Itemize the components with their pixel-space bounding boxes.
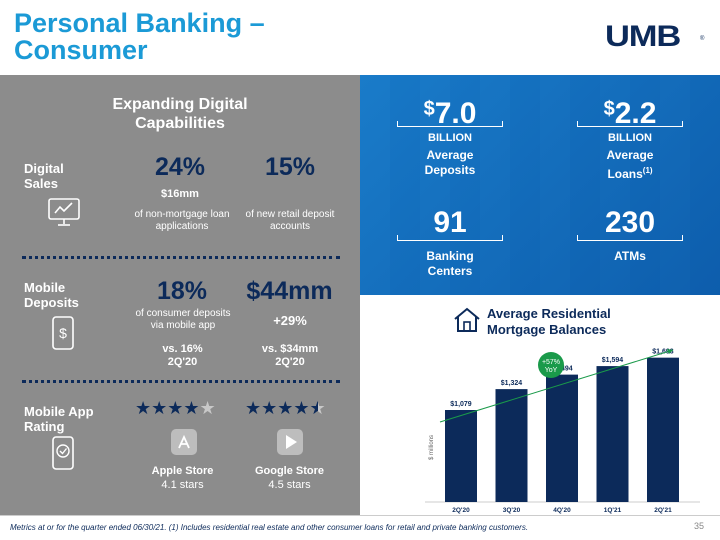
kpi-average-loans: $2.2 BILLION Average Loans(1) bbox=[585, 93, 675, 182]
kpi-centers-label: Banking Centers bbox=[426, 249, 474, 278]
mobile-deposits-label: Mobile Deposits bbox=[24, 280, 79, 310]
divider bbox=[22, 380, 340, 383]
kpi-atms: 230 ATMs bbox=[585, 207, 675, 264]
umb-logo: UMB bbox=[605, 20, 681, 53]
kpi-average-deposits: $7.0 BILLION Average Deposits bbox=[405, 93, 495, 178]
google-store-stars: 4.5 stars bbox=[268, 479, 311, 491]
mobile-deposits-stat-2: $44mm bbox=[246, 277, 333, 305]
mobile-deposits-stat-1-vs: vs. 16% 2Q'20 bbox=[162, 343, 203, 368]
digital-capabilities-panel: Expanding Digital Capabilities Digital S… bbox=[0, 75, 360, 515]
mobile-deposits-stat-2-vs: vs. $34mm 2Q'20 bbox=[261, 343, 319, 368]
kpi-atms-label: ATMs bbox=[614, 249, 646, 263]
growth-annotation-pct: +57% bbox=[542, 359, 560, 366]
y-axis-label: $ millions bbox=[429, 435, 435, 460]
apple-store-label: Apple Store bbox=[151, 465, 214, 477]
x-tick-label: 3Q'20 bbox=[503, 507, 521, 514]
kpi-loans-note: (1) bbox=[642, 166, 653, 175]
mobile-deposits-stat-1: 18% bbox=[156, 277, 208, 305]
bar-4Q'20 bbox=[546, 374, 578, 502]
mobile-deposit-icon: $ bbox=[52, 316, 74, 350]
house-icon bbox=[454, 307, 480, 332]
mortgage-bar-chart: $ millions $1,0792Q'20$1,3243Q'20$1,4944… bbox=[425, 349, 700, 514]
bar-value-label: $1,693 bbox=[652, 349, 674, 356]
apple-store-stars: 4.1 stars bbox=[161, 479, 204, 491]
growth-badge bbox=[538, 352, 564, 378]
kpi-deposits-value: 7.0 bbox=[434, 97, 477, 130]
monitor-chart-icon bbox=[48, 198, 80, 226]
digital-sales-stat-2: 15% bbox=[264, 153, 316, 181]
bar-value-label: $1,594 bbox=[602, 357, 624, 364]
digital-sales-stat-1-sub: $16mm bbox=[161, 188, 199, 200]
google-star-rating: ★★★★★ bbox=[245, 398, 326, 418]
digital-sales-stat-1: 24% bbox=[154, 153, 206, 181]
bar-2Q'20 bbox=[445, 410, 477, 502]
logo-registered-mark: ® bbox=[700, 36, 705, 42]
kpi-banking-centers: 91 Banking Centers bbox=[405, 207, 495, 279]
bar-value-label: $1,079 bbox=[450, 401, 472, 408]
bar-value-label: $1,324 bbox=[501, 380, 523, 387]
google-play-icon bbox=[277, 429, 303, 455]
page-title: Personal Banking – Consumer bbox=[14, 10, 265, 64]
kpi-loans-currency: $ bbox=[603, 98, 615, 120]
bracket bbox=[397, 121, 503, 127]
title-line-1: Personal Banking – bbox=[14, 8, 265, 38]
apple-star-rating: ★★★★★ bbox=[135, 398, 216, 418]
footer-divider bbox=[0, 515, 720, 516]
bracket bbox=[397, 235, 503, 241]
x-tick-label: 2Q'20 bbox=[452, 507, 470, 514]
digital-sales-label: Digital Sales bbox=[24, 161, 64, 191]
x-tick-label: 1Q'21 bbox=[604, 507, 622, 514]
kpi-deposits-label: Average Deposits bbox=[424, 148, 476, 177]
google-store-label: Google Store bbox=[254, 465, 325, 477]
growth-annotation-yoy: YoY bbox=[545, 367, 558, 374]
x-tick-label: 4Q'20 bbox=[553, 507, 571, 514]
kpi-deposits-unit: BILLION bbox=[428, 132, 472, 144]
trend-arrow-line bbox=[439, 349, 674, 423]
divider bbox=[22, 256, 340, 259]
kpi-loans-value: 2.2 bbox=[614, 97, 657, 130]
bar-1Q'21 bbox=[596, 366, 629, 502]
kpi-deposits-currency: $ bbox=[423, 98, 435, 120]
mobile-deposits-stat-2-sub: +29% bbox=[273, 313, 307, 328]
apple-app-store-icon bbox=[171, 429, 197, 455]
mobile-check-icon bbox=[52, 436, 74, 470]
kpi-panel: $7.0 BILLION Average Deposits $2.2 BILLI… bbox=[360, 75, 720, 295]
mobile-deposits-stat-1-desc: of consumer deposits via mobile app bbox=[135, 308, 231, 331]
x-tick-label: 2Q'21 bbox=[654, 507, 672, 514]
bar-2Q'21 bbox=[647, 357, 679, 502]
kpi-loans-label: Average Loans bbox=[606, 148, 654, 181]
bar-3Q'20 bbox=[495, 389, 528, 502]
app-rating-label: Mobile App Rating bbox=[24, 404, 94, 434]
kpi-centers-value: 91 bbox=[433, 206, 467, 239]
kpi-atms-value: 230 bbox=[604, 206, 656, 239]
page-number: 35 bbox=[693, 521, 704, 531]
digital-sales-stat-2-desc: of new retail deposit accounts bbox=[245, 209, 335, 232]
footnote: Metrics at or for the quarter ended 06/3… bbox=[10, 523, 529, 532]
svg-text:$: $ bbox=[59, 325, 67, 341]
trend-arrowhead bbox=[667, 349, 673, 354]
digital-sales-stat-1-desc: of non-mortgage loan applications bbox=[134, 209, 230, 232]
title-line-2: Consumer bbox=[14, 35, 148, 65]
bracket bbox=[577, 121, 683, 127]
bracket bbox=[577, 235, 683, 241]
panel-header: Expanding Digital Capabilities bbox=[112, 96, 248, 132]
kpi-loans-unit: BILLION bbox=[608, 132, 652, 144]
chart-title: Average Residential Mortgage Balances bbox=[487, 306, 611, 337]
